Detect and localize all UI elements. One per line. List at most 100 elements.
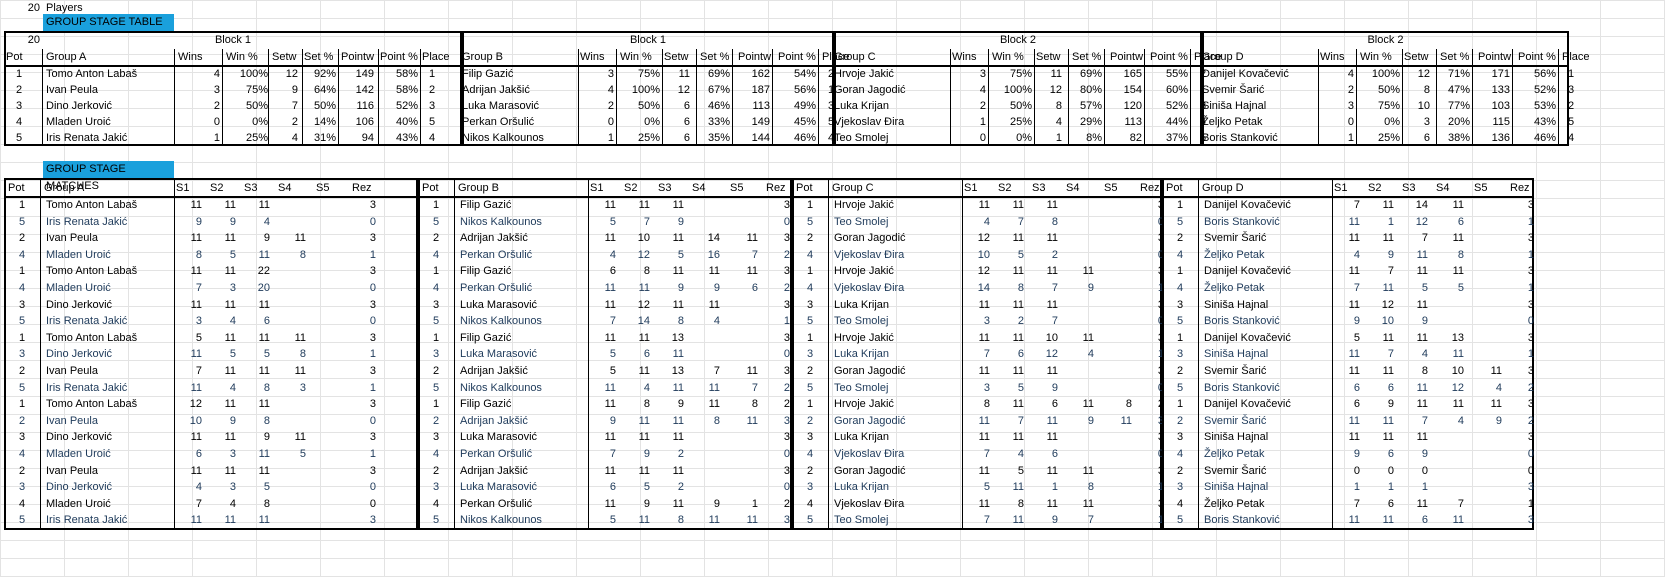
match-score[interactable]: 7 <box>195 497 202 510</box>
match-player[interactable]: Vjekoslav Đira <box>834 448 905 460</box>
match-score[interactable]: 11 <box>190 199 202 211</box>
match-score[interactable]: 11 <box>672 265 684 278</box>
match-col-header-s4[interactable]: S4 <box>1066 182 1080 194</box>
match-score[interactable] <box>1066 380 1094 397</box>
standing-value[interactable]: 2 <box>1567 100 1575 112</box>
match-score[interactable]: 11 <box>978 331 990 344</box>
match-score[interactable]: 11 <box>604 199 616 211</box>
standing-value[interactable]: 12 <box>677 84 690 96</box>
match-score[interactable]: 3 <box>1157 265 1164 278</box>
match-score[interactable]: 5 <box>1421 282 1428 294</box>
match-score[interactable]: 11 <box>1348 348 1360 361</box>
match-player[interactable]: Nikos Kalkounos <box>460 381 542 394</box>
standing-value[interactable]: 9 <box>291 84 298 96</box>
match-pot[interactable]: 2 <box>18 232 26 245</box>
match-player[interactable]: Siniša Hajnal <box>1204 348 1269 361</box>
match-player[interactable]: Mladen Uroić <box>46 282 111 294</box>
match-score[interactable]: 8 <box>1017 282 1024 294</box>
match-score[interactable]: 8 <box>299 248 306 261</box>
match-pot[interactable]: 3 <box>806 298 814 311</box>
standing-value[interactable]: 69% <box>707 68 730 80</box>
match-pot[interactable]: 1 <box>806 398 814 411</box>
match-player[interactable]: Mladen Uroić <box>46 448 111 460</box>
match-score[interactable]: 7 <box>983 514 990 527</box>
standing-value[interactable]: 1 <box>827 84 835 96</box>
standing-value[interactable]: 2 <box>607 100 614 112</box>
match-score[interactable]: 11 <box>978 199 990 211</box>
match-score[interactable]: 7 <box>1017 414 1024 427</box>
match-score[interactable] <box>692 214 720 231</box>
match-score[interactable]: 11 <box>258 365 270 377</box>
match-score[interactable] <box>1474 263 1502 280</box>
block-title[interactable]: Block 2 <box>999 34 1037 46</box>
standing-value[interactable]: 103 <box>1491 100 1510 112</box>
match-score[interactable] <box>316 330 344 347</box>
col-header-pointw[interactable]: Pointw <box>738 51 772 63</box>
match-player[interactable]: Hrvoje Jakić <box>834 199 894 211</box>
standing-value[interactable]: 4 <box>291 132 298 144</box>
match-score[interactable]: 11 <box>708 381 720 394</box>
match-score[interactable]: 11 <box>224 298 236 311</box>
match-score[interactable]: 3 <box>369 331 376 344</box>
match-pot[interactable]: 2 <box>806 464 814 477</box>
match-score[interactable]: 11 <box>1452 348 1464 361</box>
match-score[interactable]: 1 <box>1527 497 1534 510</box>
match-score[interactable]: 11 <box>224 199 236 211</box>
match-score[interactable]: 3 <box>369 265 376 278</box>
match-col-header-s3[interactable]: S3 <box>658 182 672 194</box>
match-score[interactable] <box>1474 429 1502 446</box>
match-pot[interactable]: 3 <box>18 431 26 444</box>
match-score[interactable]: 5 <box>1017 381 1024 394</box>
standing-value[interactable]: 115 <box>1492 116 1510 128</box>
match-score[interactable]: 11 <box>190 431 202 444</box>
block-title[interactable]: Block 2 <box>1367 34 1404 46</box>
standing-value[interactable]: 0 <box>213 116 220 128</box>
match-score[interactable] <box>316 496 344 513</box>
match-score[interactable]: 7 <box>1017 215 1024 228</box>
match-score[interactable] <box>316 463 344 480</box>
standing-pot[interactable]: 2 <box>15 84 23 96</box>
standing-value[interactable]: 49% <box>793 100 816 112</box>
standing-value[interactable]: 25% <box>245 132 268 144</box>
standing-player[interactable]: Boris Stanković <box>1202 132 1278 144</box>
standing-player[interactable]: Adrijan Jakšić <box>462 84 530 96</box>
match-score[interactable] <box>1474 446 1502 463</box>
match-pot[interactable]: 1 <box>18 331 26 344</box>
standing-value[interactable]: 2 <box>428 84 436 96</box>
match-score[interactable] <box>730 463 758 480</box>
match-score[interactable]: 6 <box>1051 448 1058 460</box>
standing-value[interactable]: 50% <box>1377 84 1400 96</box>
standing-value[interactable]: 100% <box>239 68 268 80</box>
standing-value[interactable]: 31% <box>313 132 336 144</box>
col-header-pot[interactable]: Pot <box>6 51 23 63</box>
match-score[interactable]: 11 <box>1348 514 1360 527</box>
match-score[interactable]: 8 <box>643 265 650 278</box>
match-score[interactable]: 6 <box>1353 398 1360 411</box>
standing-value[interactable]: 69% <box>1079 68 1102 80</box>
match-player[interactable]: Siniša Hajnal <box>1204 481 1269 494</box>
match-score[interactable]: 11 <box>258 248 270 261</box>
col-header-place[interactable]: Place <box>422 51 450 63</box>
match-player[interactable]: Filip Gazić <box>460 331 512 344</box>
match-score[interactable]: 4 <box>1495 381 1502 394</box>
match-score[interactable]: 11 <box>1012 514 1024 527</box>
match-player[interactable]: Željko Petak <box>1204 248 1265 261</box>
match-score[interactable]: 6 <box>609 481 616 494</box>
match-score[interactable] <box>692 197 720 214</box>
standing-value[interactable]: 1 <box>1567 68 1575 80</box>
match-score[interactable]: 11 <box>1416 431 1428 444</box>
match-pot[interactable]: 3 <box>432 298 440 311</box>
match-score[interactable]: 9 <box>643 448 650 460</box>
match-score[interactable]: 11 <box>1082 497 1094 510</box>
match-score[interactable] <box>1474 512 1502 529</box>
match-score[interactable] <box>1436 446 1464 463</box>
match-pot[interactable]: 5 <box>1176 215 1184 228</box>
match-score[interactable] <box>278 512 306 529</box>
match-score[interactable]: 10 <box>637 232 650 245</box>
match-score[interactable]: 0 <box>369 497 376 510</box>
standing-value[interactable]: 3 <box>213 84 220 96</box>
match-score[interactable] <box>316 512 344 529</box>
match-score[interactable]: 11 <box>224 431 236 444</box>
match-score[interactable]: 11 <box>978 497 990 510</box>
match-col-header-s2[interactable]: S2 <box>210 182 224 194</box>
